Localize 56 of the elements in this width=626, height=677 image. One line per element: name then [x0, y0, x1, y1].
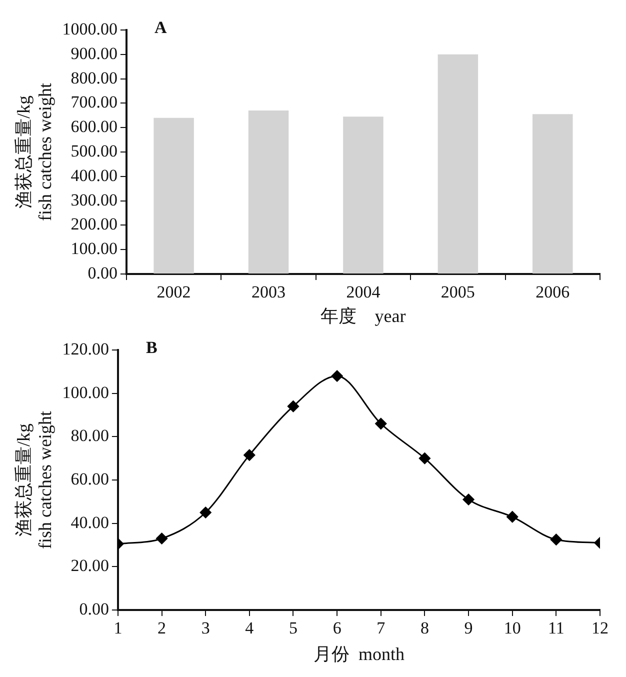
y-tick-label: 700.00	[70, 92, 118, 112]
y-tick-label: 60.00	[70, 469, 109, 488]
x-tick-label: 8	[420, 618, 429, 638]
bar	[248, 110, 289, 274]
y-tick-label: 100.00	[70, 239, 118, 258]
point	[506, 511, 518, 523]
point	[462, 494, 474, 506]
chart-title: A	[154, 18, 168, 37]
x-tick-label: 10	[504, 618, 521, 638]
x-tick-label: 7	[376, 618, 386, 638]
x-tick-label: 2002	[156, 282, 191, 302]
point	[156, 532, 168, 544]
x-tick-label: 9	[464, 618, 473, 638]
y-tick-label: 400.00	[70, 166, 118, 185]
y-tick-label: 20.00	[70, 556, 109, 576]
y-tick-label: 80.00	[70, 426, 109, 446]
y-axis-title: 渔获总重量/kg fish catches weight	[14, 411, 56, 549]
x-axis-title: 月份 month	[313, 644, 404, 664]
point	[287, 400, 299, 412]
y-tick-label: 100.00	[62, 382, 109, 402]
bar	[343, 116, 384, 274]
y-tick-label: 120.00	[62, 339, 109, 358]
y-tick-label: 800.00	[70, 68, 118, 88]
bar	[532, 114, 573, 274]
point	[331, 370, 343, 382]
point	[418, 452, 430, 464]
x-tick-label: 6	[332, 618, 342, 638]
y-tick-label: 300.00	[70, 190, 118, 210]
y-tick-label: 500.00	[70, 141, 118, 160]
x-axis-title: 年度 year	[320, 306, 406, 326]
x-tick-label: 2006	[536, 282, 570, 302]
x-tick-label: 5	[288, 618, 298, 638]
point	[375, 418, 387, 430]
x-tick-label: 2	[158, 618, 166, 638]
x-tick-label: 2003	[252, 282, 286, 302]
point	[550, 534, 562, 546]
y-axis-title: 渔获总重量/kg fish catches weight	[14, 83, 56, 221]
y-tick-label: 0.00	[88, 263, 118, 282]
chart-title: B	[146, 338, 158, 357]
y-tick-label: 900.00	[70, 44, 118, 63]
y-tick-label: 200.00	[70, 214, 118, 234]
x-tick-label: 2004	[346, 282, 381, 302]
point	[200, 506, 212, 518]
y-tick-label: 0.00	[79, 599, 109, 618]
x-tick-label: 2005	[440, 282, 475, 302]
y-tick-label: 40.00	[70, 512, 109, 532]
x-tick-label: 12	[592, 618, 608, 638]
bar	[438, 54, 478, 274]
y-tick-label: 600.00	[70, 117, 118, 136]
point	[244, 449, 256, 461]
x-tick-label: 1	[114, 618, 122, 638]
x-tick-label: 11	[548, 618, 564, 638]
bar	[154, 118, 194, 274]
x-tick-label: 3	[201, 618, 210, 638]
y-tick-label: 1000.00	[62, 19, 118, 38]
x-tick-label: 4	[245, 618, 254, 638]
